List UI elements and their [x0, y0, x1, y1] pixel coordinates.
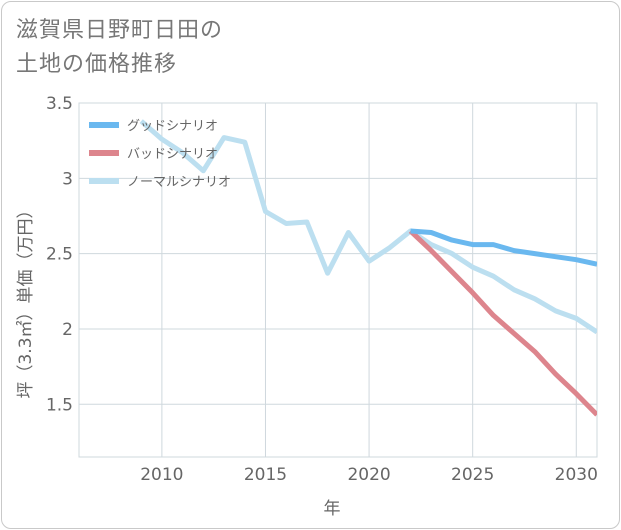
- series-line-1: [408, 229, 597, 417]
- x-tick-label: 2025: [451, 465, 494, 485]
- x-tick-label: 2015: [244, 465, 287, 485]
- y-tick-label: 2.5: [46, 245, 73, 265]
- y-tick-label: 3.5: [46, 94, 73, 114]
- y-tick-label: 2: [62, 320, 73, 340]
- x-axis-label: 年: [324, 499, 341, 519]
- title-line-1: 滋賀県日野町日田の: [16, 18, 224, 43]
- grid: [78, 102, 598, 458]
- title-line-2: 土地の価格推移: [16, 52, 178, 77]
- series-line-2: [139, 119, 597, 335]
- x-tick-label: 2020: [347, 465, 390, 485]
- y-tick-label: 1.5: [46, 395, 73, 415]
- legend-label: ノーマルシナリオ: [127, 175, 231, 190]
- series-line-0: [410, 228, 597, 267]
- legend-label: バッドシナリオ: [127, 147, 218, 162]
- y-axis-label: 坪（3.3㎡）単価（万円）: [16, 201, 36, 398]
- series-layer: [139, 119, 597, 417]
- x-tick-label: 2010: [140, 465, 183, 485]
- chart-title: 滋賀県日野町日田の 土地の価格推移: [16, 14, 223, 82]
- x-tick-label: 2030: [555, 465, 598, 485]
- legend-label: グッドシナリオ: [127, 119, 218, 134]
- tick-labels: 2010 2015 2020 2025 2030 1.5 2 2.5 3 3.5: [46, 94, 598, 485]
- y-tick-label: 3: [62, 169, 73, 189]
